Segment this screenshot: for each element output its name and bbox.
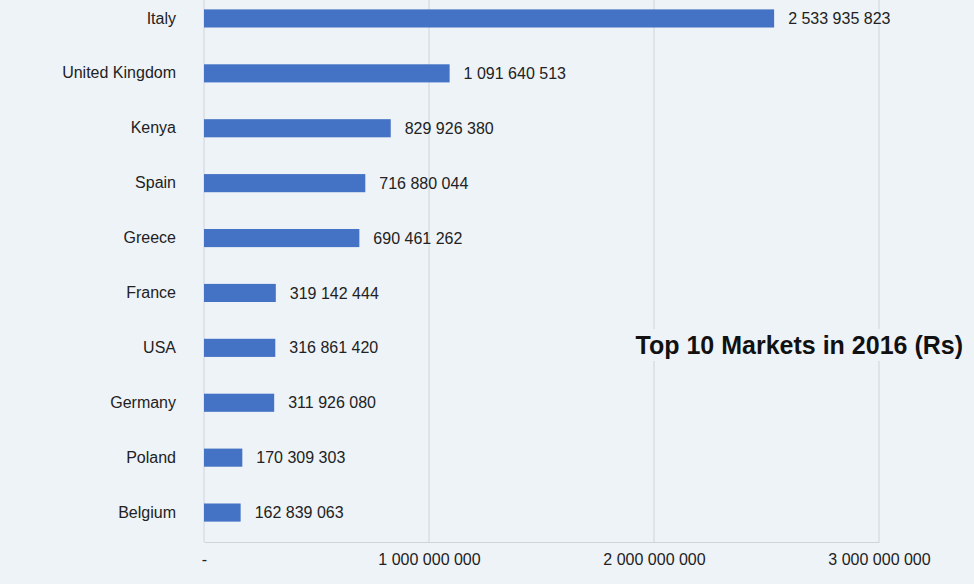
data-label: 690 461 262 [373, 230, 462, 247]
grid-line [654, 0, 655, 542]
x-tick: 1 000 000 000 [378, 542, 480, 568]
title-group: Top 10 Markets in 2016 (Rs) [633, 329, 966, 361]
x-axis: - 1 000 000 000 2 000 000 000 3 000 000 000 [202, 542, 931, 568]
y-tick: Poland [126, 449, 176, 466]
y-tick-label: Poland [126, 449, 176, 466]
data-label: 2 533 935 823 [788, 10, 890, 27]
y-tick-label: Greece [124, 229, 177, 246]
y-tick: United Kingdom [62, 64, 176, 81]
y-tick: Germany [110, 394, 176, 411]
y-tick-label: United Kingdom [62, 64, 176, 81]
plot: - 1 000 000 000 2 000 000 000 3 000 000 000… [62, 0, 931, 568]
chart: - 1 000 000 000 2 000 000 000 3 000 000 000… [0, 0, 974, 584]
data-label: 1 091 640 513 [464, 65, 566, 82]
y-tick: Greece [124, 229, 177, 246]
x-tick: 2 000 000 000 [603, 542, 705, 568]
y-tick-label: Belgium [118, 504, 176, 521]
y-tick: USA [143, 339, 176, 356]
bar [204, 174, 365, 192]
data-label: 319 142 444 [290, 285, 379, 302]
bar [204, 394, 274, 412]
bar [204, 64, 450, 82]
y-tick-label: Kenya [131, 119, 176, 136]
title: Top 10 Markets in 2016 (Rs) [636, 331, 963, 359]
x-tick: 3 000 000 000 [828, 542, 930, 568]
grid [204, 0, 879, 542]
data-label: 170 309 303 [256, 449, 345, 466]
bar [204, 284, 276, 302]
title-background [633, 329, 966, 361]
data-labels: 2 533 935 823 1 091 640 513 829 926 380 716… [255, 10, 891, 521]
bar [204, 9, 774, 27]
data-label: 716 880 044 [379, 175, 468, 192]
background [0, 0, 974, 584]
y-tick: Spain [135, 174, 176, 191]
y-tick-label: Italy [147, 10, 176, 27]
y-tick-label: France [126, 284, 176, 301]
grid-line [879, 0, 880, 542]
x-tick-label: - [202, 551, 207, 568]
y-tick: Belgium [118, 504, 176, 521]
x-tick-label: 1 000 000 000 [378, 551, 480, 568]
y-tick: Italy [147, 10, 176, 27]
data-label: 162 839 063 [255, 504, 344, 521]
y-tick-label: USA [143, 339, 176, 356]
data-label: 311 926 080 [288, 394, 376, 411]
x-axis-line [205, 542, 880, 543]
bar [204, 339, 275, 357]
x-tick-label: 3 000 000 000 [828, 551, 930, 568]
bars [204, 9, 774, 521]
y-tick-label: Spain [135, 174, 176, 191]
bar [204, 119, 391, 137]
y-axis: Italy United Kingdom Kenya Spain Greece Franc… [62, 10, 176, 521]
bar [204, 449, 242, 467]
bar [204, 503, 241, 521]
data-label: 316 861 420 [289, 339, 378, 356]
x-tick: - [202, 542, 207, 568]
data-label: 829 926 380 [405, 120, 494, 137]
bar [204, 229, 359, 247]
y-tick-label: Germany [110, 394, 176, 411]
y-tick: France [126, 284, 176, 301]
y-tick: Kenya [131, 119, 176, 136]
x-tick-label: 2 000 000 000 [603, 551, 705, 568]
